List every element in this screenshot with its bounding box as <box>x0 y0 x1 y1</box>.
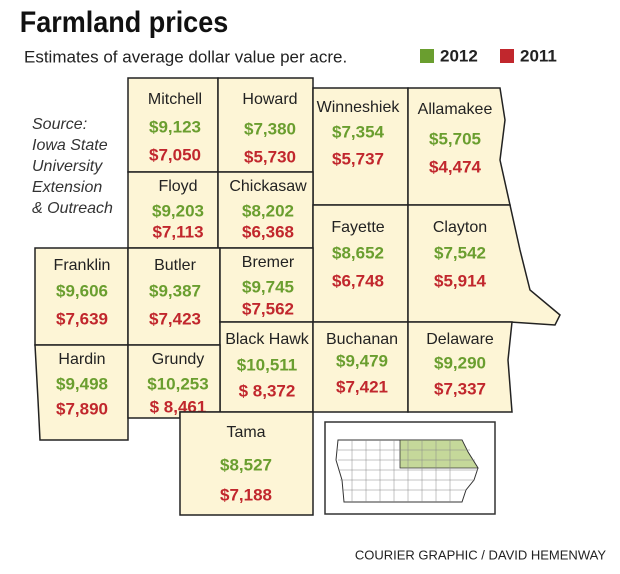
value-2012: $7,380 <box>244 119 296 138</box>
county-name: Grundy <box>152 351 204 368</box>
inset-grid <box>338 440 478 502</box>
source-line: Extension <box>32 179 102 196</box>
source-line: & Outreach <box>32 200 113 217</box>
value-2012: $9,123 <box>149 117 201 136</box>
value-2012: $9,606 <box>56 281 108 300</box>
value-2011: $7,337 <box>434 379 486 398</box>
value-2012: $9,203 <box>152 201 204 220</box>
legend-swatch <box>500 49 514 63</box>
inset-iowa <box>324 421 496 515</box>
value-2011: $7,562 <box>242 299 294 318</box>
county-name: Hardin <box>58 351 105 368</box>
value-2011: $5,737 <box>332 149 384 168</box>
value-2012: $7,542 <box>434 243 486 262</box>
value-2011: $4,474 <box>429 157 482 176</box>
county-name: Delaware <box>426 331 494 348</box>
value-2011: $7,050 <box>149 145 201 164</box>
value-2012: $8,652 <box>332 243 384 262</box>
county-name: Franklin <box>54 257 111 274</box>
legend-label: 2012 <box>440 46 478 65</box>
county-map: Mitchell $9,123 $7,050 Howard $7,380 $5,730 Wi… <box>34 77 561 516</box>
value-2012: $5,705 <box>429 129 481 148</box>
county-name: Buchanan <box>326 331 398 348</box>
county-name: Butler <box>154 257 196 274</box>
value-2011: $7,113 <box>152 222 203 241</box>
value-2011: $7,423 <box>149 309 201 328</box>
county-name: Howard <box>242 91 297 108</box>
county-name: Bremer <box>242 254 295 271</box>
value-2011: $7,421 <box>336 377 388 396</box>
county-name: Clayton <box>433 219 487 236</box>
county-name: Chickasaw <box>229 178 307 195</box>
legend-swatch <box>420 49 434 63</box>
subtitle: Estimates of average dollar value per ac… <box>24 47 347 66</box>
value-2012: $8,202 <box>242 201 294 220</box>
value-2011: $6,748 <box>332 271 384 290</box>
value-2012: $10,511 <box>237 355 298 374</box>
value-2012: $7,354 <box>332 122 385 141</box>
value-2011: $6,368 <box>242 222 294 241</box>
legend-label: 2011 <box>520 46 557 65</box>
value-2012: $8,527 <box>220 455 272 474</box>
county <box>407 321 513 413</box>
county-name: Tama <box>226 424 265 441</box>
value-2012: $9,387 <box>149 281 201 300</box>
value-2012: $10,253 <box>147 374 208 393</box>
county <box>179 411 314 516</box>
title: Farmland prices <box>20 6 228 40</box>
value-2011: $5,914 <box>434 271 487 290</box>
source-line: Source: <box>32 116 87 133</box>
source-line: Iowa State <box>32 137 108 154</box>
county-name: Mitchell <box>148 91 202 108</box>
value-2012: $9,745 <box>242 277 294 296</box>
value-2012: $9,498 <box>56 374 108 393</box>
value-2011: $7,890 <box>56 399 108 418</box>
value-2012: $9,290 <box>434 353 486 372</box>
source-line: University <box>32 158 103 175</box>
value-2011: $7,639 <box>56 309 108 328</box>
value-2012: $9,479 <box>336 351 388 370</box>
county-name: Floyd <box>158 178 197 195</box>
county-name: Allamakee <box>418 101 493 118</box>
value-2011: $5,730 <box>244 147 296 166</box>
county-name: Winneshiek <box>317 99 401 116</box>
county-name: Fayette <box>331 219 384 236</box>
value-2011: $ 8,372 <box>239 381 296 400</box>
county-name: Black Hawk <box>225 331 310 348</box>
value-2011: $7,188 <box>220 485 272 504</box>
credit: COURIER GRAPHIC / DAVID HEMENWAY <box>355 547 606 562</box>
